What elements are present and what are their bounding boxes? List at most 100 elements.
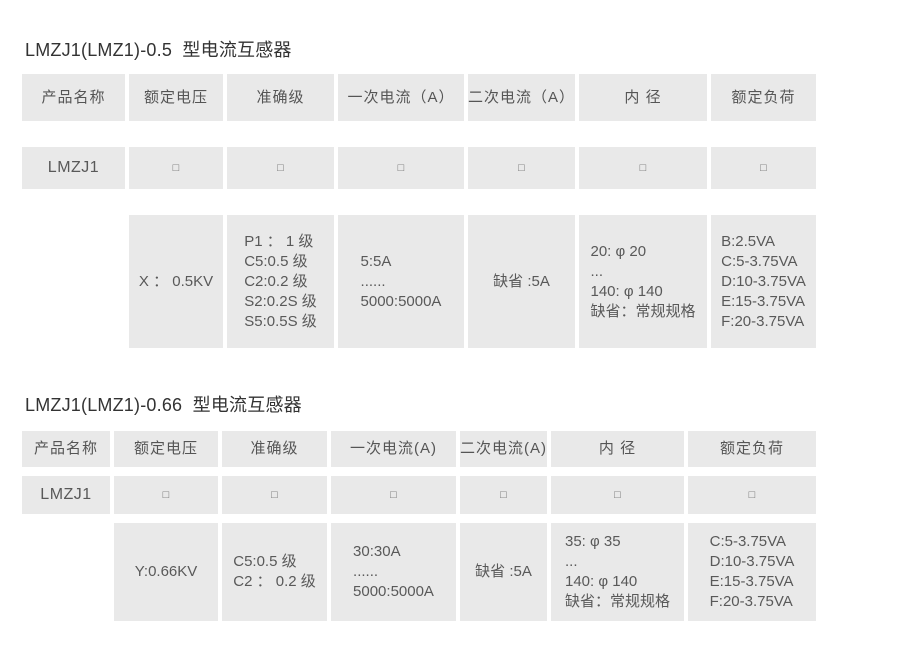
header-cell: 额定电压	[129, 74, 223, 121]
cell-content: 35: φ 35... 140: φ 140 缺省：常规规格	[565, 532, 670, 612]
cell-content: 额定负荷	[731, 88, 795, 108]
placeholder-cell: □	[551, 476, 684, 514]
cell-line: 140: φ 140	[590, 282, 663, 300]
data-cell: X ： 0.5KV	[129, 215, 223, 348]
data-cell: C:5-3.75VA D:10-3.75VA E:15-3.75VA F:20-3.7…	[688, 523, 816, 621]
cell-content: 产品名称	[34, 439, 98, 459]
placeholder-cell: □	[460, 476, 547, 514]
placeholder-square-icon: □	[518, 162, 525, 174]
cell-content: 缺省 :5A	[475, 562, 532, 582]
cell-line: 额定负荷	[719, 440, 784, 457]
table-title-0.66kv: LMZJ1(LMZ1)-0.66 型电流互感器	[25, 395, 302, 415]
cell-line: E:15-3.75VA	[721, 292, 806, 310]
header-cell: 二次电流（A）	[468, 74, 575, 121]
cell-line: 5:5A	[360, 252, 392, 270]
cell-line: 准确级	[256, 88, 305, 106]
placeholder-cell: □	[711, 147, 816, 189]
cell-content: □	[271, 485, 278, 505]
cell-content: 额定负荷	[720, 439, 784, 459]
cell-line: C5:0.5 级	[244, 252, 308, 270]
header-cell: 一次电流（A）	[338, 74, 464, 121]
cell-line: 缺省：常规规格	[590, 302, 696, 320]
cell-line: C2:0.2 级	[244, 272, 308, 290]
cell-line: 20: φ 20	[590, 242, 647, 260]
cell-line: 产品名称	[41, 88, 106, 106]
cell-content: 20: φ 20... 140: φ 140 缺省：常规规格	[590, 242, 695, 322]
cell-content: LMZJ1	[48, 158, 99, 178]
header-row: 产品名称 额定电压 准确级 一次电流（A） 二次电流（A） 内 径 额定负荷	[22, 74, 816, 121]
placeholder-square-icon: □	[277, 162, 284, 174]
placeholder-cell: □	[114, 476, 218, 514]
data-row: Y:0.66KV C5:0.5 级 C2 ： 0.2 级 30:30A...... 50…	[22, 523, 816, 621]
table-title-0.5kv: LMZJ1(LMZ1)-0.5 型电流互感器	[25, 40, 292, 60]
cell-line: S2:0.2S 级	[244, 292, 317, 310]
cell-content: 准确级	[256, 88, 304, 108]
cell-content: □	[518, 158, 525, 178]
cell-line: P1 ： 1 级	[244, 232, 314, 250]
header-cell: 产品名称	[22, 431, 110, 467]
cell-line: ...	[590, 262, 603, 280]
cell-content: 额定电压	[144, 88, 208, 108]
cell-content: C5:0.5 级 C2 ： 0.2 级	[233, 552, 316, 592]
cell-content: 缺省 :5A	[493, 272, 550, 292]
cell-line: E:15-3.75VA	[709, 573, 794, 590]
cell-line: 产品名称	[33, 440, 98, 457]
header-cell: 产品名称	[22, 74, 125, 121]
cell-content: □	[277, 158, 284, 178]
cell-content: 额定电压	[134, 439, 198, 459]
cell-line: LMZJ1	[40, 486, 92, 503]
cell-content: 产品名称	[41, 88, 105, 108]
cell-line: C5:0.5 级	[233, 553, 297, 570]
product-name-cell: LMZJ1	[22, 476, 110, 514]
cell-content: □	[640, 158, 647, 178]
data-cell: Y:0.66KV	[114, 523, 218, 621]
cell-line: D:10-3.75VA	[709, 553, 795, 570]
data-cell: 30:30A...... 5000:5000A	[331, 523, 456, 621]
cell-content: 一次电流(A)	[350, 439, 437, 459]
placeholder-square-icon: □	[500, 489, 507, 501]
data-cell: 缺省 :5A	[468, 215, 575, 348]
header-cell: 准确级	[222, 431, 327, 467]
product-name-cell: LMZJ1	[22, 147, 125, 189]
cell-content: C:5-3.75VA D:10-3.75VA E:15-3.75VA F:20-3.7…	[710, 532, 795, 612]
cell-line: 一次电流（A）	[347, 88, 455, 106]
cell-content: Y:0.66KV	[135, 562, 198, 582]
placeholder-square-icon: □	[390, 489, 397, 501]
cell-content: 一次电流（A）	[347, 88, 454, 108]
placeholder-cell: □	[688, 476, 816, 514]
cell-content: □	[760, 158, 767, 178]
header-cell: 额定电压	[114, 431, 218, 467]
cell-content: P1 ： 1 级 C5:0.5 级 C2:0.2 级 S2:0.2S 级 S5:0.5S…	[244, 232, 317, 332]
header-cell: 二次电流(A)	[460, 431, 547, 467]
cell-line: F:20-3.75VA	[721, 312, 805, 330]
placeholder-square-icon: □	[748, 489, 756, 501]
cell-line: X ： 0.5KV	[138, 272, 214, 290]
placeholder-cell: □	[331, 476, 456, 514]
cell-content: 二次电流(A)	[460, 439, 547, 459]
cell-line: C2 ： 0.2 级	[233, 573, 316, 590]
cell-line: 额定负荷	[731, 88, 796, 106]
cell-line: Y:0.66KV	[134, 563, 198, 580]
header-cell: 额定负荷	[688, 431, 816, 467]
data-cell: P1 ： 1 级 C5:0.5 级 C2:0.2 级 S2:0.2S 级 S5:0.5S…	[227, 215, 334, 348]
cell-content: □	[163, 485, 170, 505]
placeholder-cell: □	[227, 147, 334, 189]
cell-content: X ： 0.5KV	[139, 272, 213, 292]
header-cell: 一次电流(A)	[331, 431, 456, 467]
cell-content: 内 径	[599, 439, 636, 459]
cell-line: 5000:5000A	[353, 583, 434, 600]
cell-line: 二次电流（A）	[468, 88, 576, 106]
placeholder-cell: □	[579, 147, 707, 189]
header-row: 产品名称 额定电压 准确级 一次电流(A) 二次电流(A) 内 径 额定负荷	[22, 431, 816, 467]
cell-line: 一次电流(A)	[350, 440, 437, 457]
placeholder-square-icon: □	[271, 489, 278, 501]
header-cell: 准确级	[227, 74, 334, 121]
cell-line: LMZJ1	[47, 159, 100, 176]
data-cell: 20: φ 20... 140: φ 140 缺省：常规规格	[579, 215, 707, 348]
cell-line: B:2.5VA	[721, 232, 776, 250]
placeholder-cell: □	[129, 147, 223, 189]
cell-content: □	[173, 158, 180, 178]
placeholder-square-icon: □	[397, 162, 405, 174]
cell-line: 准确级	[250, 440, 299, 457]
